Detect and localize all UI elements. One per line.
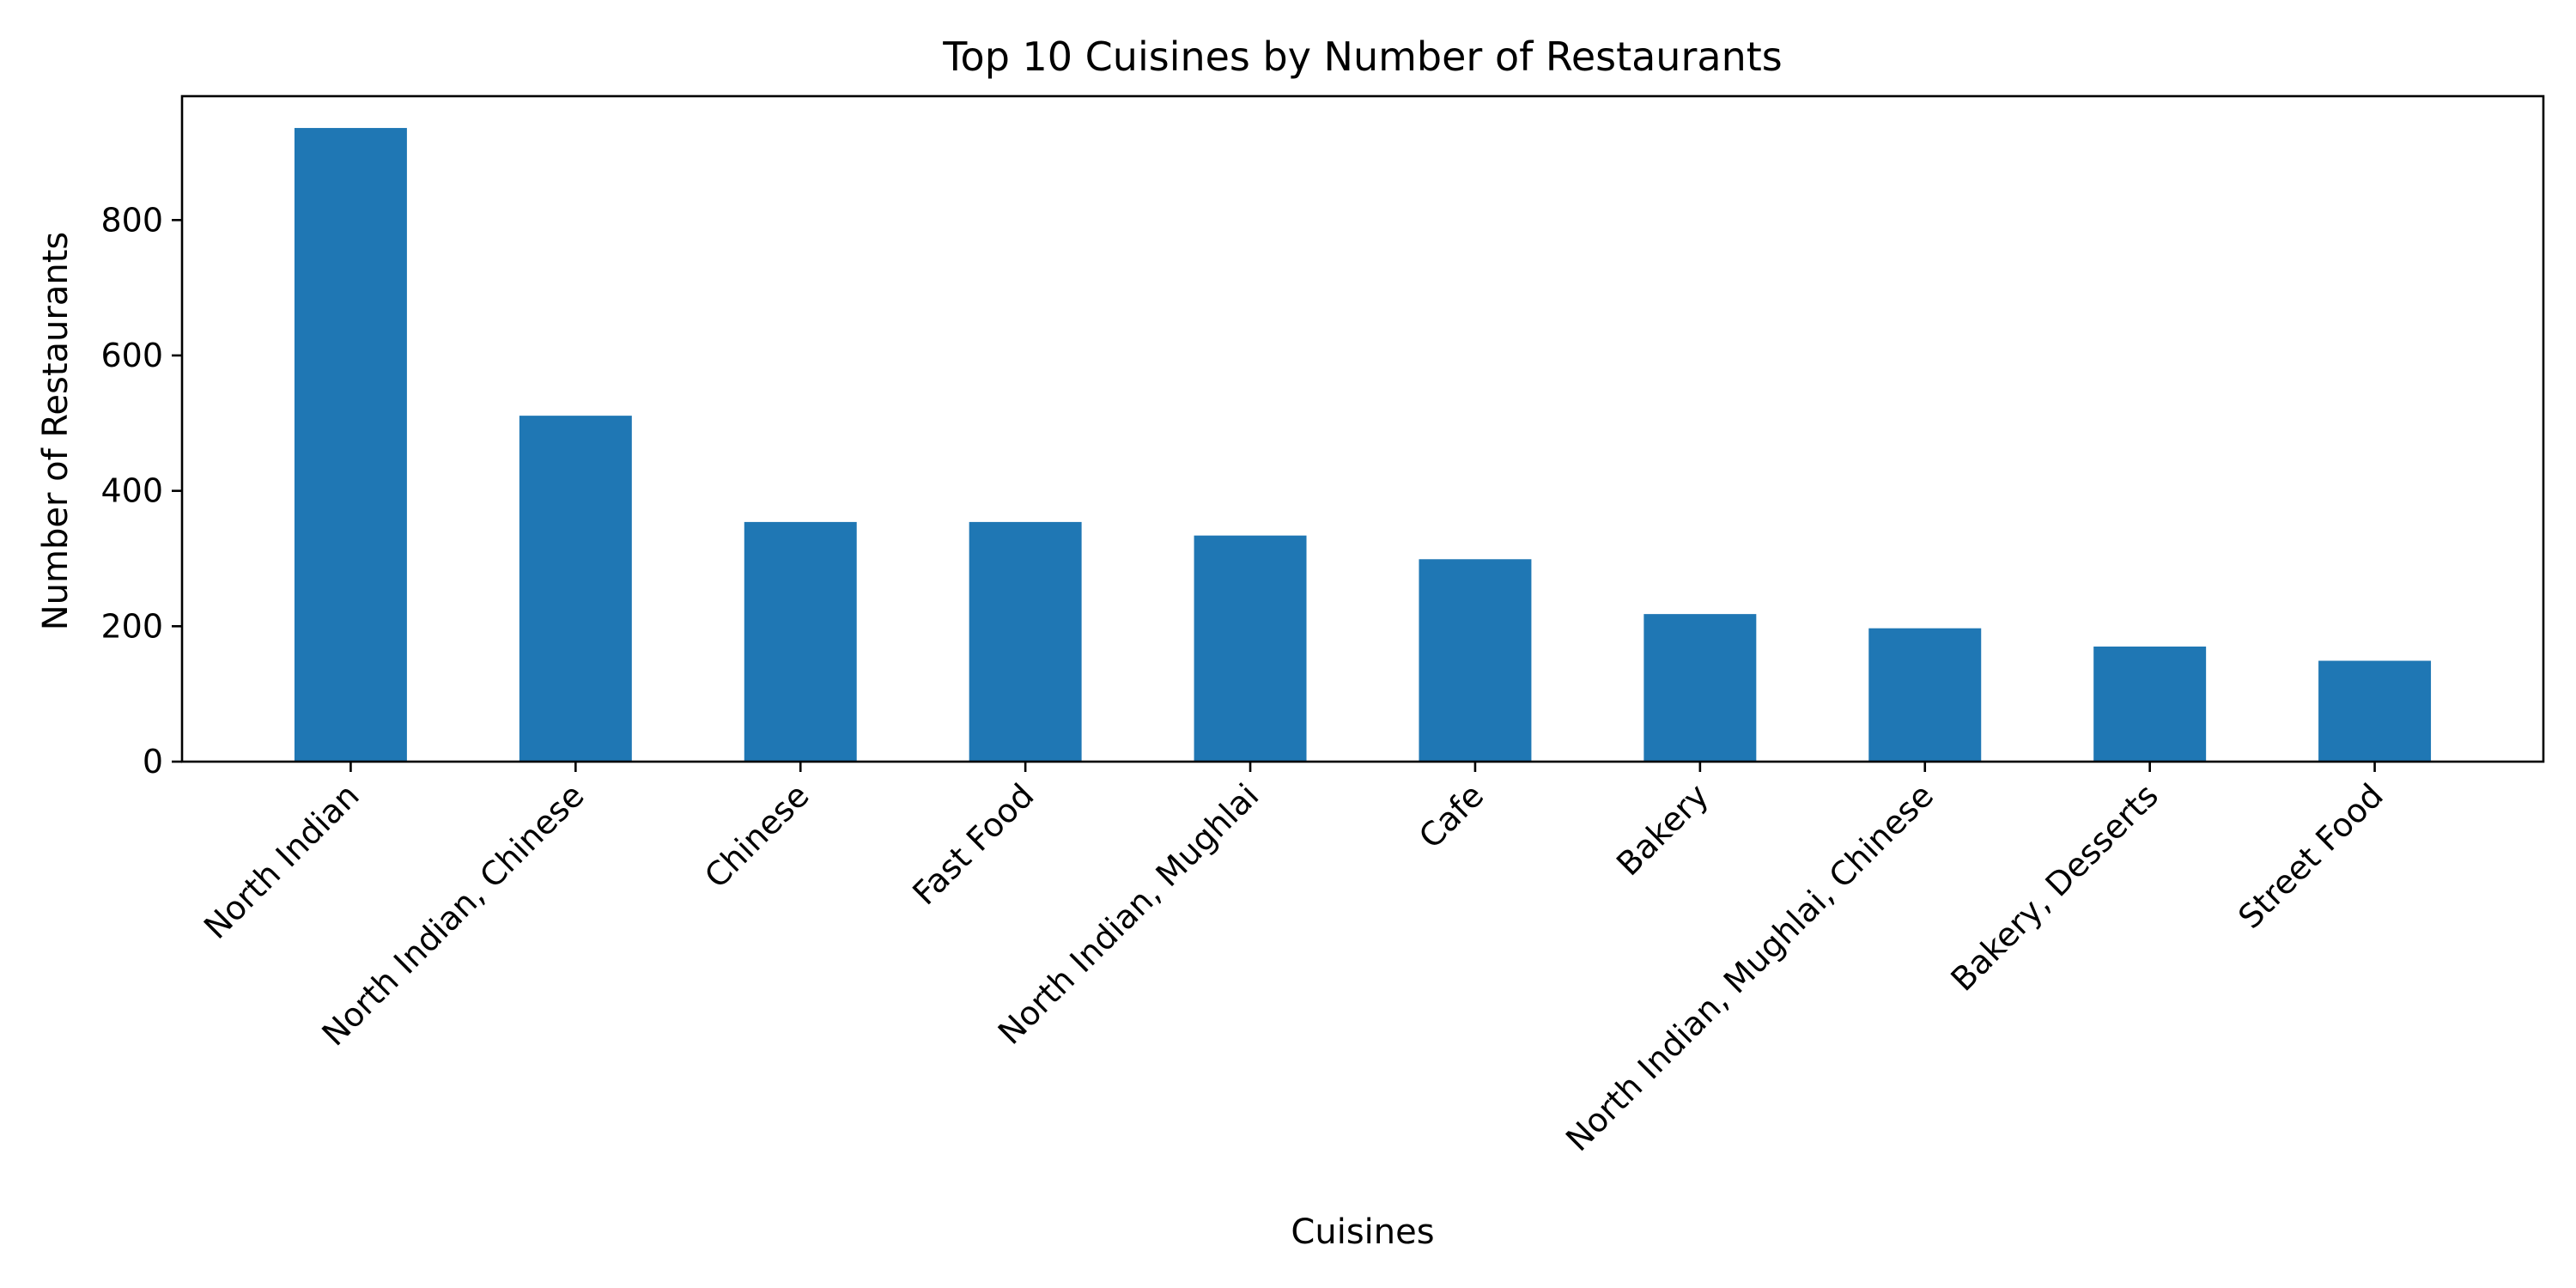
x-tick-label: Chinese bbox=[697, 776, 816, 895]
bar bbox=[1194, 535, 1307, 762]
x-tick-label: Cafe bbox=[1412, 776, 1491, 855]
bar bbox=[2093, 646, 2207, 762]
x-tick-label: North Indian, Mughlai bbox=[991, 776, 1267, 1052]
x-tick-label: Street Food bbox=[2231, 776, 2391, 936]
y-tick-label: 0 bbox=[143, 743, 163, 781]
bar bbox=[1643, 614, 1757, 762]
y-axis-label: Number of Restaurants bbox=[36, 232, 76, 631]
bar bbox=[294, 128, 407, 762]
bar bbox=[1419, 559, 1532, 762]
x-tick-label: North Indian, Mughlai, Chinese bbox=[1558, 776, 1941, 1158]
chart-title: Top 10 Cuisines by Number of Restaurants bbox=[942, 33, 1782, 80]
bar bbox=[969, 521, 1082, 762]
bar bbox=[744, 521, 857, 762]
x-tick-label: Bakery bbox=[1609, 776, 1716, 883]
x-tick-label: Fast Food bbox=[905, 776, 1041, 912]
y-tick-label: 800 bbox=[100, 201, 163, 239]
bars-group bbox=[294, 128, 2432, 762]
bar bbox=[519, 416, 632, 762]
x-tick-label: North Indian bbox=[197, 776, 367, 946]
y-tick-label: 600 bbox=[100, 337, 163, 374]
bar bbox=[2318, 660, 2432, 762]
y-tick-label: 200 bbox=[100, 607, 163, 645]
plot-frame bbox=[180, 94, 2545, 763]
bar bbox=[1868, 628, 1982, 762]
x-tick-label: North Indian, Chinese bbox=[314, 776, 591, 1053]
y-ticks-group: 0 200 400 600 800 bbox=[100, 201, 182, 781]
x-tick-label: Bakery, Desserts bbox=[1944, 776, 2166, 999]
y-tick-label: 400 bbox=[100, 472, 163, 510]
x-axis-label: Cuisines bbox=[1291, 1212, 1434, 1252]
